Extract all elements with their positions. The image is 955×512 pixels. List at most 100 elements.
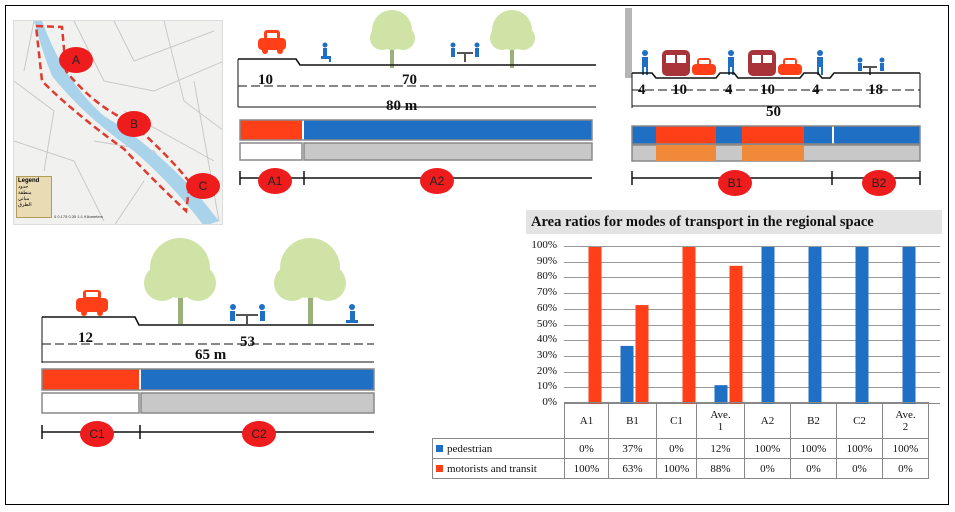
series-row-pedestrian: pedestrian 0% 37% 0% 12% 100% 100% 100% … [432, 438, 929, 459]
category-label: B2 [790, 402, 837, 439]
legend-title: Legend [18, 178, 40, 184]
grid-line [564, 293, 940, 295]
y-tick-label: 10% [536, 380, 557, 393]
table-cell: 0% [836, 458, 883, 479]
table-cell: 12% [696, 438, 745, 459]
table-cell: 100% [744, 438, 791, 459]
series-label: motorists and transit [432, 458, 565, 479]
table-cell: 0% [564, 438, 609, 459]
bar-motorists [682, 247, 696, 404]
bar-motorists [588, 247, 602, 404]
grid-line [564, 261, 940, 263]
category-label: Ave. 1 [696, 402, 745, 439]
map-marker-b: B [117, 111, 151, 137]
map-legend: Legend حدود منطقة مباني الطرق [16, 176, 52, 218]
bar-pedestrian [761, 247, 775, 404]
y-tick-label: 70% [536, 286, 557, 299]
table-cell: 100% [564, 458, 609, 479]
zone-tag-b2: B2 [862, 170, 896, 196]
category-label: C2 [836, 402, 883, 439]
bar-pedestrian [808, 247, 822, 404]
y-tick-label: 80% [536, 270, 557, 283]
bar-pedestrian [620, 345, 634, 404]
seated-person-icon [346, 304, 358, 323]
bar-pedestrian [902, 247, 916, 404]
car-icon [258, 30, 286, 54]
table-cell: 0% [656, 438, 697, 459]
category-label: C1 [656, 402, 697, 439]
y-tick-label: 90% [536, 254, 557, 267]
map-marker-a: A [59, 47, 93, 73]
chart-title: Area ratios for modes of transport in th… [526, 210, 942, 234]
grid-line [564, 246, 940, 247]
dim-b-total: 50 [766, 104, 781, 120]
figure-frame [5, 5, 949, 505]
bus-icon [662, 50, 690, 76]
dim-a-total: 80 m [386, 98, 418, 114]
dim-b-ped1: 4 [638, 82, 646, 98]
map-scale: 0 0.175 0.35 1:1 Kilometers [54, 214, 103, 219]
series-label: pedestrian [432, 438, 565, 459]
category-row: A1 B1 C1 Ave. 1 A2 B2 C2 Ave. 2 [433, 402, 929, 439]
table-cell: 0% [744, 458, 791, 479]
bar-pedestrian [714, 385, 728, 404]
category-label: Ave. 2 [882, 402, 929, 439]
bus-icon [748, 50, 776, 76]
y-tick-label: 50% [536, 317, 557, 330]
zone-tag-a1: A1 [258, 168, 292, 194]
pedestrian-icon [642, 50, 648, 75]
cafe-table-icon [450, 42, 480, 62]
table-cell: 88% [696, 458, 745, 479]
category-label: B1 [608, 402, 657, 439]
grid-line [564, 387, 940, 389]
tree-icon [144, 238, 216, 324]
chart-data-table: A1 B1 C1 Ave. 1 A2 B2 C2 Ave. 2 pedestrian… [432, 402, 929, 479]
section-b-graphic [625, 8, 921, 185]
series-row-motorists: motorists and transit 100% 63% 100% 88% … [432, 458, 929, 479]
tree-icon [490, 10, 535, 68]
table-cell: 37% [608, 438, 657, 459]
dim-c-car: 12 [78, 330, 93, 346]
cafe-table-icon [857, 57, 885, 75]
car-icon [778, 58, 802, 75]
zone-tag-a2: A2 [420, 168, 454, 194]
y-tick-label: 20% [536, 364, 557, 377]
table-cell: 100% [790, 438, 837, 459]
y-tick-label: 60% [536, 301, 557, 314]
seated-person-icon [321, 42, 331, 62]
table-cell: 0% [790, 458, 837, 479]
car-icon [692, 58, 716, 75]
legend-item: مباني [18, 196, 30, 202]
y-tick-label: 30% [536, 348, 557, 361]
dim-a-ped: 70 [402, 72, 417, 88]
zone-tag-c1: C1 [80, 421, 114, 447]
grid-line [564, 340, 940, 342]
bar-pedestrian [855, 247, 869, 404]
pedestrian-icon [817, 50, 823, 75]
building-wall [625, 8, 632, 78]
grid-line [564, 371, 940, 373]
cafe-table-icon [230, 304, 265, 324]
dim-b-ped2: 4 [725, 82, 733, 98]
table-corner [433, 403, 565, 439]
table-cell: 63% [608, 458, 657, 479]
zone-tag-b1: B1 [718, 170, 752, 196]
dim-a-car: 10 [258, 72, 273, 88]
dim-c-total: 65 m [195, 347, 227, 363]
dim-b-plaza: 18 [868, 82, 883, 98]
bar-motorists [729, 265, 743, 404]
y-tick-label: 0% [542, 396, 557, 408]
tree-icon [370, 10, 415, 68]
category-label: A1 [564, 402, 609, 439]
zone-tag-c2: C2 [242, 421, 276, 447]
section-c-graphic [41, 238, 375, 439]
car-icon [76, 290, 108, 316]
dim-b-road1: 10 [672, 82, 687, 98]
legend-item: الطرق [18, 202, 32, 208]
table-cell: 100% [882, 438, 929, 459]
table-cell: 100% [836, 438, 883, 459]
dim-c-ped: 53 [240, 334, 255, 350]
category-label: A2 [744, 402, 791, 439]
dim-b-road2: 10 [760, 82, 775, 98]
pedestrian-icon [728, 50, 734, 75]
